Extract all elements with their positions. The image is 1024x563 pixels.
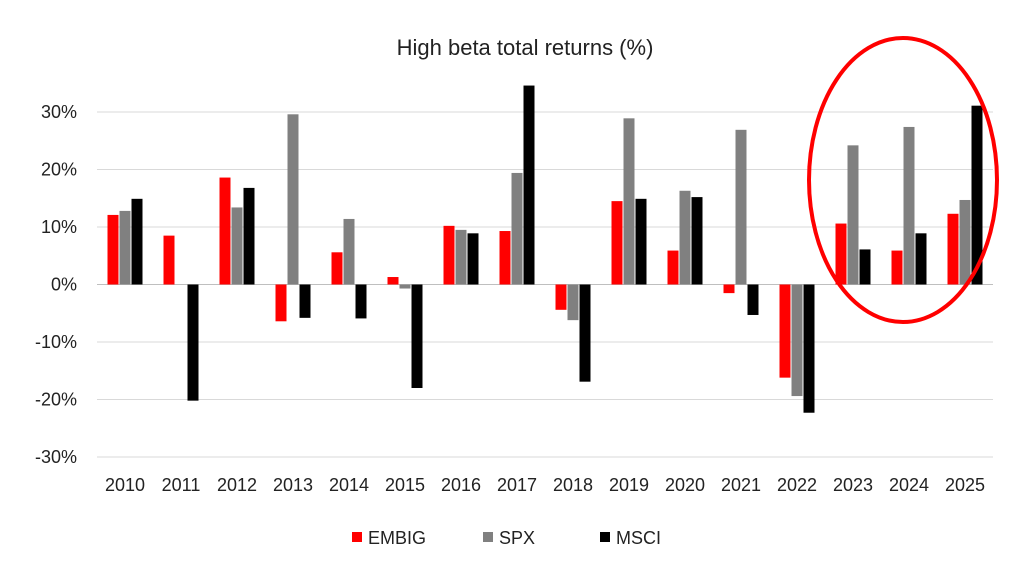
bar-spx-2021 (735, 129, 747, 285)
bar-embig-2016 (443, 225, 455, 285)
bar-embig-2021 (723, 284, 735, 294)
y-axis-tick-labels: 30% 20% 10% 0% -10% -20% -30% (35, 102, 77, 467)
bar-msci-2024 (915, 233, 927, 285)
x-tick-label: 2014 (329, 475, 369, 495)
bar-msci-2025 (971, 105, 983, 285)
bar-spx-2023 (847, 145, 859, 285)
bar-msci-2017 (523, 85, 535, 285)
bar-embig-2013 (275, 284, 287, 322)
legend-label-msci: MSCI (616, 528, 661, 548)
legend-label-spx: SPX (499, 528, 535, 548)
x-tick-label: 2022 (777, 475, 817, 495)
x-tick-label: 2018 (553, 475, 593, 495)
bar-msci-2022 (803, 284, 815, 413)
x-tick-label: 2015 (385, 475, 425, 495)
legend-swatch-msci (600, 532, 610, 542)
bar-embig-2010 (107, 214, 119, 285)
x-tick-label: 2012 (217, 475, 257, 495)
bar-msci-2014 (355, 284, 367, 319)
x-tick-label: 2024 (889, 475, 929, 495)
bar-msci-2020 (691, 197, 703, 285)
bar-msci-2019 (635, 198, 647, 285)
bar-embig-2011 (163, 235, 175, 285)
bar-msci-2010 (131, 198, 143, 285)
bar-spx-2010 (119, 210, 131, 285)
bar-spx-2020 (679, 190, 691, 285)
bar-spx-2015 (399, 284, 411, 289)
gridlines (97, 111, 993, 458)
bar-embig-2014 (331, 252, 343, 285)
x-tick-label: 2013 (273, 475, 313, 495)
y-tick-label: -30% (35, 447, 77, 467)
bar-spx-2024 (903, 126, 915, 285)
bar-spx-2017 (511, 172, 523, 285)
y-tick-label: 10% (41, 217, 77, 237)
bar-embig-2017 (499, 231, 511, 285)
y-tick-label: 20% (41, 160, 77, 180)
bar-spx-2025 (959, 199, 971, 285)
y-tick-label: 30% (41, 102, 77, 122)
bar-embig-2022 (779, 284, 791, 378)
bar-spx-2014 (343, 218, 355, 285)
x-tick-label: 2020 (665, 475, 705, 495)
bar-msci-2023 (859, 249, 871, 285)
highlight-annotation (807, 36, 999, 324)
bar-embig-2025 (947, 213, 959, 285)
bar-msci-2012 (243, 187, 255, 285)
bar-spx-2016 (455, 229, 467, 285)
bar-msci-2011 (187, 284, 199, 401)
x-tick-label: 2010 (105, 475, 145, 495)
x-tick-label: 2023 (833, 475, 873, 495)
bar-msci-2015 (411, 284, 423, 388)
legend: EMBIG SPX MSCI (352, 528, 661, 548)
bar-embig-2020 (667, 250, 679, 285)
y-tick-label: -10% (35, 332, 77, 352)
bar-msci-2021 (747, 284, 759, 315)
bar-embig-2024 (891, 250, 903, 285)
legend-swatch-embig (352, 532, 362, 542)
x-tick-label: 2021 (721, 475, 761, 495)
bar-spx-2019 (623, 118, 635, 285)
bar-embig-2019 (611, 201, 623, 285)
bar-embig-2018 (555, 284, 567, 310)
y-tick-label: 0% (51, 275, 77, 295)
bar-spx-2018 (567, 284, 579, 321)
x-tick-label: 2011 (162, 475, 201, 495)
bar-embig-2015 (387, 277, 399, 285)
bar-embig-2012 (219, 177, 231, 285)
bar-embig-2023 (835, 223, 847, 285)
bar-spx-2013 (287, 114, 299, 285)
x-tick-label: 2016 (441, 475, 481, 495)
y-tick-label: -20% (35, 390, 77, 410)
x-tick-label: 2017 (497, 475, 537, 495)
highlight-ellipse (807, 36, 999, 324)
legend-swatch-spx (483, 532, 493, 542)
legend-label-embig: EMBIG (368, 528, 426, 548)
chart-title: High beta total returns (%) (397, 35, 654, 60)
bars (107, 85, 983, 413)
x-tick-label: 2019 (609, 475, 649, 495)
bar-msci-2016 (467, 233, 479, 285)
bar-msci-2013 (299, 284, 311, 318)
bar-msci-2018 (579, 284, 591, 382)
x-axis-tick-labels: 2010 2011 2012 2013 2014 2015 2016 2017 2018 2019… (105, 475, 985, 495)
bar-spx-2012 (231, 207, 243, 285)
x-tick-label: 2025 (945, 475, 985, 495)
bar-spx-2022 (791, 284, 803, 397)
